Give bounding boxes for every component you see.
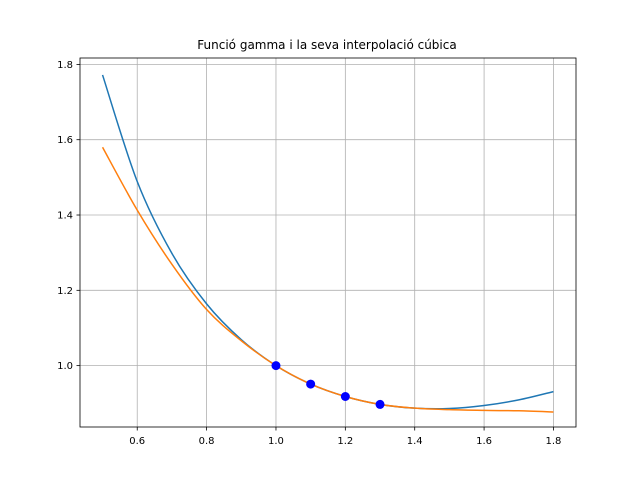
x-tick-label: 1.8 [546, 436, 562, 447]
x-tick-label: 1.0 [268, 436, 284, 447]
data-point [375, 399, 385, 409]
y-tick-label: 1.8 [57, 60, 73, 71]
data-point [340, 392, 350, 402]
x-tick-label: 1.2 [337, 436, 353, 447]
x-tick-label: 0.6 [129, 436, 145, 447]
x-tick-label: 1.4 [407, 436, 423, 447]
plot-area [101, 74, 554, 413]
x-tick-label: 1.6 [476, 436, 492, 447]
series-line-1 [101, 74, 554, 410]
axis-ticks: 0.6 0.8 1.0 1.2 1.4 1.6 1.8 1.0 1.2 1.4 1.6 1.8 [57, 60, 561, 447]
data-points [271, 361, 385, 409]
axes-frame [79, 57, 577, 428]
chart-title: Funció gamma i la seva interpolació cúbi… [197, 38, 456, 52]
y-tick-label: 1.4 [57, 211, 73, 222]
x-tick-label: 0.8 [199, 436, 215, 447]
y-tick-label: 1.6 [57, 135, 73, 146]
y-tick-label: 1.2 [57, 286, 73, 297]
grid [80, 58, 576, 427]
y-tick-label: 1.0 [57, 361, 73, 372]
data-point [306, 379, 316, 389]
series-line-2 [101, 146, 554, 413]
data-point [271, 361, 281, 371]
